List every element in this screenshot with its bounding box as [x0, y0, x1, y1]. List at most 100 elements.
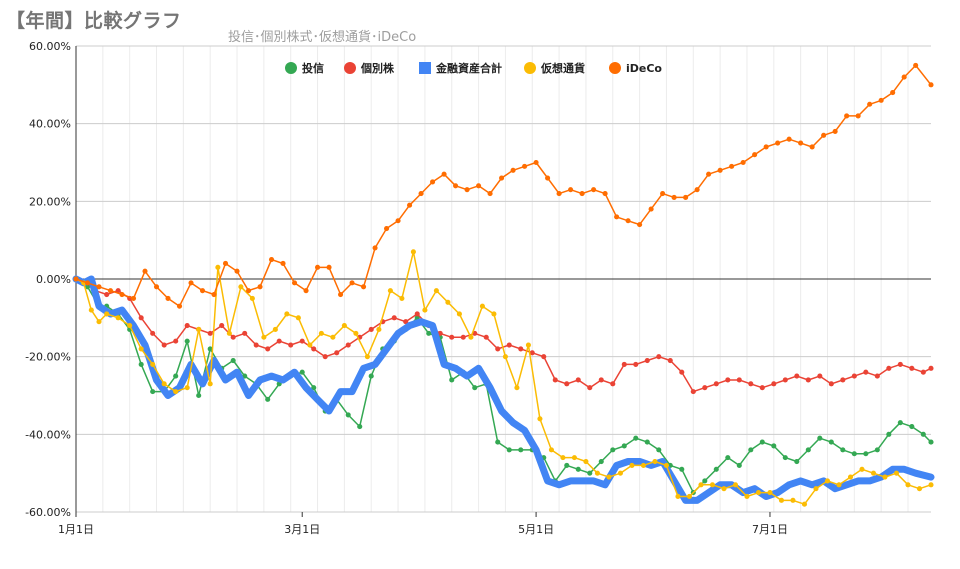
data-point: [652, 458, 658, 465]
data-point: [514, 385, 520, 391]
data-point: [184, 338, 190, 344]
data-point: [173, 338, 179, 344]
data-point: [782, 455, 788, 461]
data-point: [809, 144, 815, 150]
data-point: [261, 334, 267, 340]
data-point: [897, 420, 903, 426]
data-point: [817, 435, 823, 441]
data-point: [265, 396, 271, 402]
data-point: [713, 381, 719, 387]
data-point: [694, 187, 700, 193]
data-point: [568, 187, 574, 193]
data-point: [851, 373, 857, 379]
data-point: [717, 167, 723, 173]
data-point: [299, 369, 305, 375]
data-point: [771, 443, 777, 449]
data-point: [909, 365, 915, 371]
y-tick-label: 40.00%: [29, 118, 71, 131]
data-point: [422, 307, 428, 313]
data-point: [150, 361, 156, 367]
data-point: [778, 497, 785, 503]
data-point: [361, 284, 367, 290]
data-point: [759, 385, 765, 391]
data-point: [855, 113, 861, 119]
data-point: [391, 315, 397, 321]
data-point: [564, 381, 570, 387]
legend-marker: [344, 62, 356, 74]
data-point: [437, 330, 443, 336]
data-point: [552, 377, 558, 383]
data-point: [322, 354, 328, 360]
legend-label: 金融資産合計: [435, 61, 502, 75]
data-point: [920, 369, 926, 375]
data-point: [794, 373, 800, 379]
data-point: [656, 447, 662, 453]
data-point: [874, 447, 880, 453]
data-point: [226, 330, 232, 336]
legend-label: 投信: [302, 61, 324, 75]
data-point: [591, 187, 597, 193]
grid-lines: [75, 45, 931, 513]
data-point: [621, 361, 627, 367]
data-point: [453, 183, 459, 189]
data-point: [349, 280, 355, 286]
data-point: [790, 497, 796, 503]
data-point: [138, 346, 144, 352]
legend-label: iDeCo: [626, 62, 662, 75]
data-point: [529, 350, 535, 356]
data-point: [633, 435, 639, 441]
data-point: [230, 334, 236, 340]
y-tick-label: 0.00%: [36, 273, 71, 286]
data-point: [736, 462, 742, 468]
data-point: [736, 377, 742, 383]
data-point: [801, 501, 808, 507]
data-point: [506, 342, 512, 348]
data-point: [817, 373, 823, 379]
data-point: [671, 194, 677, 200]
data-point: [690, 389, 696, 395]
data-point: [614, 214, 620, 220]
data-point: [598, 377, 604, 383]
data-point: [207, 346, 213, 352]
data-point: [104, 311, 110, 317]
data-point: [755, 490, 762, 496]
data-point: [449, 377, 455, 383]
data-point: [219, 323, 225, 329]
data-point: [721, 486, 727, 492]
data-point: [828, 381, 834, 387]
data-point: [84, 280, 91, 286]
x-tick-label: 5月1日: [518, 523, 554, 536]
data-point: [679, 466, 685, 472]
data-point: [518, 447, 524, 453]
data-point: [142, 268, 148, 274]
data-point: [782, 377, 788, 383]
data-point: [859, 466, 865, 472]
data-point: [403, 319, 409, 325]
data-point: [314, 264, 321, 270]
data-point: [184, 323, 190, 329]
data-point: [161, 342, 167, 348]
data-point: [499, 175, 505, 181]
data-point: [587, 385, 593, 391]
data-point: [725, 377, 731, 383]
data-point: [594, 470, 600, 476]
legend-marker: [524, 62, 536, 74]
data-point: [886, 365, 892, 371]
data-point: [479, 303, 485, 309]
y-tick-label: -60.00%: [25, 506, 71, 519]
data-point: [617, 470, 623, 476]
data-point: [165, 295, 171, 301]
data-point: [583, 458, 589, 465]
data-point: [759, 439, 765, 445]
y-tick-label: -40.00%: [25, 428, 71, 441]
data-point: [449, 334, 455, 340]
data-point: [886, 431, 892, 437]
data-point: [196, 392, 202, 399]
data-point: [249, 295, 255, 301]
data-point: [575, 466, 581, 472]
data-point: [476, 183, 482, 189]
data-point: [660, 191, 666, 197]
data-point: [119, 291, 125, 298]
data-point: [445, 299, 451, 305]
